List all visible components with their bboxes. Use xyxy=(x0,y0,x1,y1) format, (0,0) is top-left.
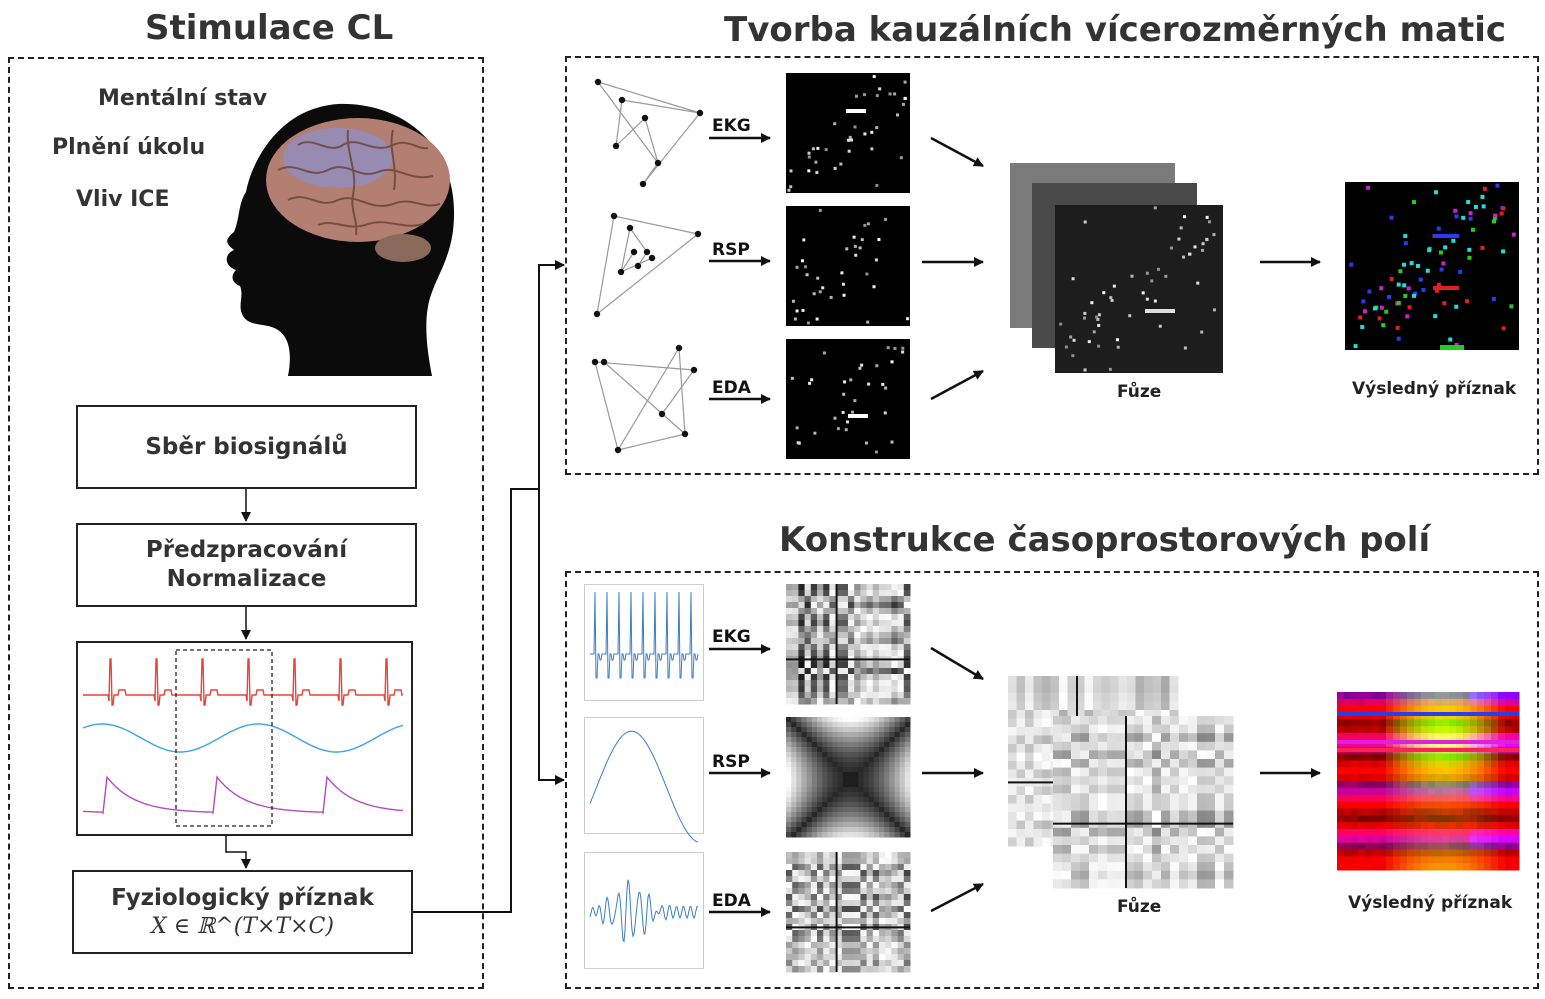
top-panel xyxy=(565,56,1539,475)
brain-head-icon xyxy=(226,103,455,376)
signals-box xyxy=(76,641,413,836)
result-feature-top xyxy=(1345,182,1519,350)
fusion-label-top: Fůze xyxy=(1117,382,1162,402)
fusion-label-bottom: Fůze xyxy=(1117,897,1162,917)
state-label: Plnění úkolu xyxy=(52,135,206,160)
branch-connector xyxy=(538,489,565,785)
step-collection-label: Sběr biosignálů xyxy=(145,433,348,460)
left-panel-title: Stimulace CL xyxy=(145,8,394,48)
window-selection xyxy=(175,649,273,827)
feature-box: Fyziologický příznak X ∈ ℝ^(T×T×C) xyxy=(72,870,413,954)
resp-signal xyxy=(82,723,404,753)
signal-label-rsp: RSP xyxy=(712,752,750,772)
left-panel xyxy=(8,57,484,989)
branch-connector xyxy=(412,260,565,913)
bottom-panel-title: Konstrukce časoprostorových polí xyxy=(779,520,1431,560)
state-label: Vliv ICE xyxy=(76,187,170,212)
field-matrix-eda xyxy=(786,852,911,973)
top-panel-title: Tvorba kauzálních vícerozměrných matic xyxy=(724,10,1506,50)
bottom-panel xyxy=(565,571,1539,989)
signals-plot xyxy=(82,649,404,827)
signal-label-ekg: EKG xyxy=(712,116,751,136)
signal-label-eda: EDA xyxy=(712,378,751,398)
result-label-bottom: Výsledný příznak xyxy=(1348,893,1513,913)
feature-math: X ∈ ℝ^(T×T×C) xyxy=(151,913,334,939)
arrow-icon xyxy=(225,826,251,869)
field-matrix-ekg xyxy=(786,584,911,705)
signal-label-eda: EDA xyxy=(712,891,751,911)
waveform-ekg xyxy=(584,584,704,701)
feature-label: Fyziologický příznak xyxy=(111,884,374,911)
graph-network-icon xyxy=(593,212,702,318)
step-normalization-label: Normalizace xyxy=(166,566,327,592)
waveform-rsp xyxy=(584,717,704,843)
fusion-stack-top xyxy=(1010,163,1223,373)
ecg-signal xyxy=(83,658,403,706)
causal-matrix-eda xyxy=(786,339,910,459)
causal-matrix-ekg xyxy=(786,73,910,193)
step-preprocessing-box: Předzpracování Normalizace xyxy=(76,523,417,607)
fusion-stack-bottom xyxy=(1008,676,1234,889)
graph-network-icon xyxy=(594,78,704,188)
graph-network-icon xyxy=(591,344,698,454)
signal-label-ekg: EKG xyxy=(712,627,751,647)
step-preprocessing-label: Předzpracování xyxy=(145,537,348,564)
waveform-eda xyxy=(584,852,704,969)
step-collection-box: Sběr biosignálů xyxy=(76,405,417,489)
eda-signal xyxy=(82,775,404,815)
field-matrix-rsp xyxy=(786,717,911,838)
causal-matrix-rsp xyxy=(786,206,910,326)
result-label-top: Výsledný příznak xyxy=(1352,379,1517,399)
result-feature-bottom xyxy=(1337,692,1520,871)
signal-label-rsp: RSP xyxy=(712,240,750,260)
state-label: Mentální stav xyxy=(98,86,268,111)
